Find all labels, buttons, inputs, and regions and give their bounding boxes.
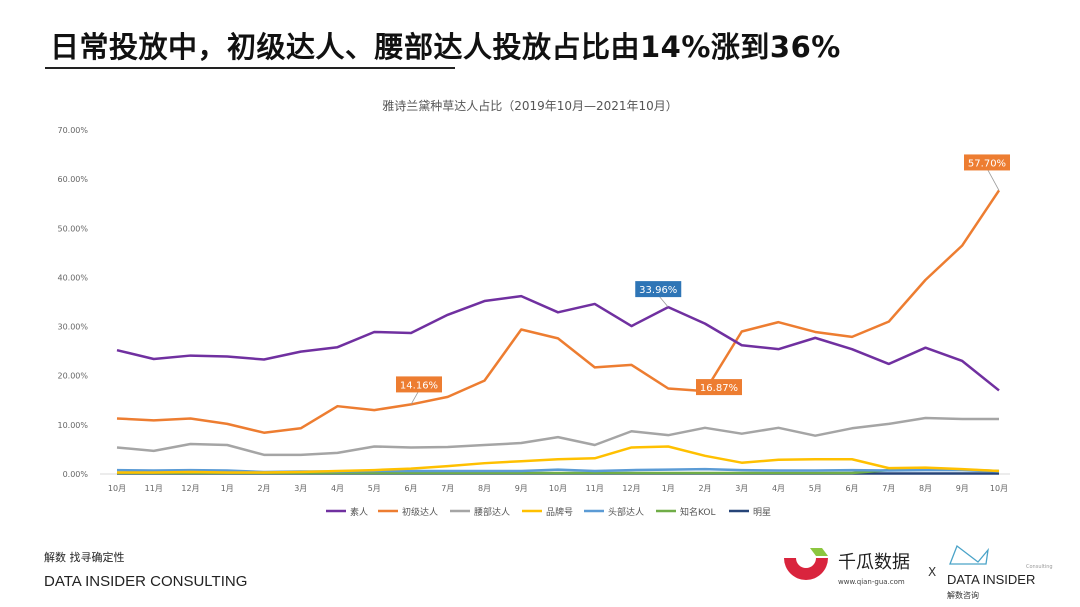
x-tick-label: 6月: [404, 484, 417, 493]
x-tick-label: 1月: [662, 484, 675, 493]
legend-label: 明星: [753, 507, 771, 518]
annotation-box: [635, 281, 682, 298]
x-tick-label: 2月: [257, 484, 270, 493]
data-label: 33.96%: [639, 285, 677, 296]
x-tick-label: 9月: [515, 484, 528, 493]
y-tick-label: 20.00%: [57, 372, 88, 381]
di-tag: Consulting: [1026, 564, 1053, 570]
qiangua-logo-icon: [784, 558, 828, 580]
x-tick-label: 2月: [698, 484, 711, 493]
annotation-box: [696, 379, 742, 396]
x-tick-label: 4月: [331, 484, 344, 493]
legend-label: 初级达人: [402, 506, 438, 518]
chart-title: 雅诗兰黛种草达人占比（2019年10月—2021年10月）: [382, 98, 678, 113]
annotation-box: [964, 154, 1010, 171]
di-name: DATA INSIDER: [947, 572, 1035, 587]
data-label: 14.16%: [400, 380, 438, 391]
x-tick-label: 6月: [845, 484, 858, 493]
qiangua-name: 千瓜数据: [838, 552, 910, 573]
x-tick-label: 4月: [772, 484, 785, 493]
x-tick-label: 10月: [108, 484, 126, 493]
qiangua-url: www.qian-gua.com: [838, 578, 905, 586]
legend-label: 腰部达人: [474, 506, 510, 518]
footer-tagline: 解数 找寻确定性: [44, 551, 125, 564]
x-tick-label: 11月: [145, 484, 163, 493]
y-tick-label: 60.00%: [57, 175, 88, 184]
y-tick-label: 50.00%: [57, 224, 88, 233]
y-tick-label: 0.00%: [63, 470, 89, 479]
annotation-leader: [410, 390, 420, 405]
x-tick-label: 7月: [882, 484, 895, 493]
y-tick-label: 30.00%: [57, 323, 88, 332]
x-tick-label: 3月: [735, 484, 748, 493]
y-tick-label: 10.00%: [57, 421, 88, 430]
annotation-box: [396, 376, 442, 393]
x-tick-label: 8月: [919, 484, 932, 493]
legend-label: 知名KOL: [680, 506, 716, 518]
y-tick-label: 70.00%: [57, 126, 88, 135]
headline-underline: [45, 67, 455, 69]
x-tick-label: 9月: [956, 484, 969, 493]
x-tick-label: 10月: [549, 484, 567, 493]
series-line-2: [116, 416, 999, 457]
y-tick-label: 40.00%: [57, 273, 88, 282]
page-headline: 日常投放中，初级达人、腰部达人投放占比由14%涨到36%: [50, 30, 841, 64]
legend-label: 品牌号: [546, 506, 573, 518]
legend-label: 头部达人: [608, 506, 644, 518]
legend-label: 素人: [350, 506, 368, 518]
x-tick-label: 12月: [622, 484, 640, 493]
x-tick-label: 3月: [294, 484, 307, 493]
x-tick-label: 5月: [809, 484, 822, 493]
x-tick-label: 10月: [990, 484, 1008, 493]
x-tick-label: 1月: [221, 484, 234, 493]
series-line-0: [116, 294, 1000, 392]
logo-x: X: [928, 565, 936, 579]
x-tick-label: 5月: [368, 484, 381, 493]
data-label: 16.87%: [700, 383, 738, 394]
partner-logos: 千瓜数据 www.qian-gua.com X Consulting DATA …: [784, 544, 1053, 600]
data-label: 57.70%: [968, 158, 1006, 169]
footer-company: DATA INSIDER CONSULTING: [44, 573, 248, 590]
x-tick-label: 8月: [478, 484, 491, 493]
line-chart: 雅诗兰黛种草达人占比（2019年10月—2021年10月） 0.00% 10.00…: [57, 98, 1010, 518]
x-tick-label: 12月: [181, 484, 199, 493]
x-tick-label: 11月: [586, 484, 604, 493]
di-sub: 解数咨询: [947, 590, 979, 600]
annotation-leader: [986, 168, 1000, 191]
data-insider-logo-icon: [949, 544, 989, 565]
x-tick-label: 7月: [441, 484, 454, 493]
